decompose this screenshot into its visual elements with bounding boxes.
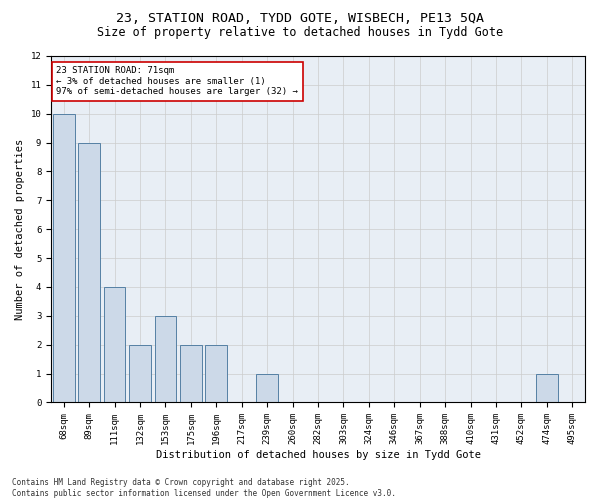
Bar (104, 287, 125, 403)
Bar (205, 344, 227, 403)
Text: Contains HM Land Registry data © Crown copyright and database right 2025.
Contai: Contains HM Land Registry data © Crown c… (12, 478, 396, 498)
Bar (53, 114, 74, 403)
Bar (79, 142, 100, 402)
Bar (180, 344, 202, 403)
X-axis label: Distribution of detached houses by size in Tydd Gote: Distribution of detached houses by size … (155, 450, 481, 460)
Text: Size of property relative to detached houses in Tydd Gote: Size of property relative to detached ho… (97, 26, 503, 39)
Bar (256, 374, 278, 402)
Bar (155, 316, 176, 402)
Bar (129, 344, 151, 403)
Text: 23 STATION ROAD: 71sqm
← 3% of detached houses are smaller (1)
97% of semi-detac: 23 STATION ROAD: 71sqm ← 3% of detached … (56, 66, 298, 96)
Text: 23, STATION ROAD, TYDD GOTE, WISBECH, PE13 5QA: 23, STATION ROAD, TYDD GOTE, WISBECH, PE… (116, 12, 484, 26)
Bar (536, 374, 557, 402)
Y-axis label: Number of detached properties: Number of detached properties (15, 138, 25, 320)
